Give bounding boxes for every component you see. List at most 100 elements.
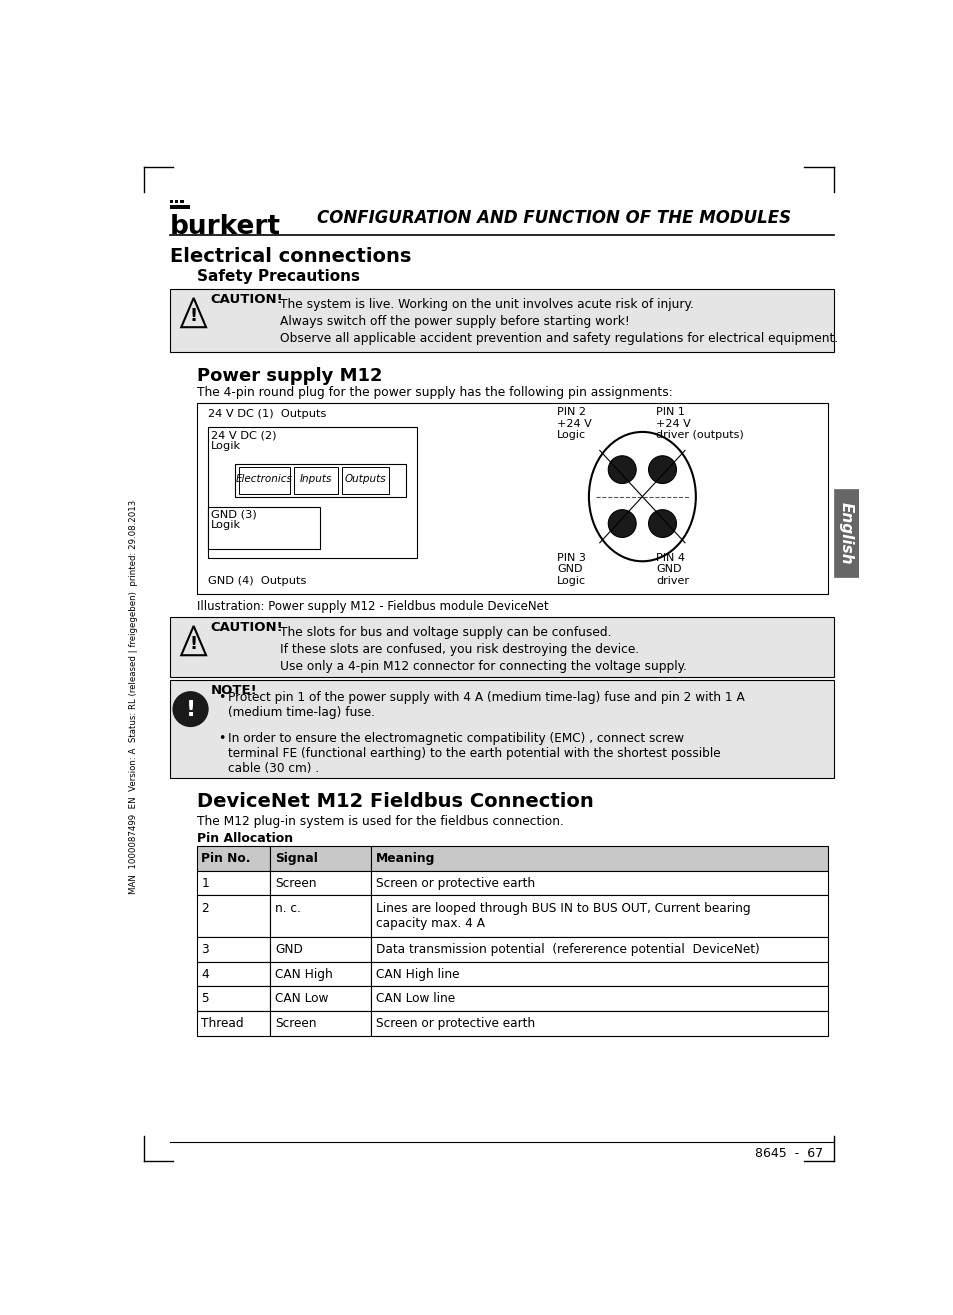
Circle shape (648, 456, 676, 484)
Text: GND (4)  Outputs: GND (4) Outputs (208, 576, 306, 586)
Bar (174, 200, 178, 204)
Text: English: English (838, 502, 853, 564)
Text: 3: 3 (201, 943, 209, 956)
Bar (196, 871, 270, 896)
Text: Lines are looped through BUS IN to BUS OUT, Current bearing
capacity max. 4 A: Lines are looped through BUS IN to BUS O… (375, 902, 750, 930)
Text: 4: 4 (201, 968, 209, 981)
Bar (170, 289, 833, 352)
Text: GND (3): GND (3) (211, 510, 256, 519)
Text: 24 V DC (1)  Outputs: 24 V DC (1) Outputs (208, 409, 326, 418)
Bar (342, 467, 389, 493)
Text: In order to ensure the electromagnetic compatibility (EMC) , connect screw
termi: In order to ensure the electromagnetic c… (228, 732, 720, 776)
Bar (371, 871, 827, 896)
Bar (270, 871, 371, 896)
Bar (371, 896, 827, 938)
Text: Always switch off the power supply before starting work!: Always switch off the power supply befor… (280, 314, 630, 327)
Text: 1: 1 (201, 877, 209, 890)
Text: Electronics: Electronics (235, 475, 293, 484)
Text: 8645  -  67: 8645 - 67 (754, 1147, 822, 1160)
Text: NOTE!: NOTE! (211, 685, 257, 697)
Circle shape (608, 456, 636, 484)
Bar (208, 506, 319, 548)
Bar (208, 427, 416, 558)
Text: The slots for bus and voltage supply can be confused.: The slots for bus and voltage supply can… (280, 626, 611, 639)
Bar (196, 402, 827, 593)
Bar (371, 846, 827, 871)
Text: CAUTION!: CAUTION! (211, 293, 283, 306)
Text: The 4-pin round plug for the power supply has the following pin assignments:: The 4-pin round plug for the power suppl… (196, 385, 672, 398)
Bar (170, 200, 172, 204)
Bar (270, 1011, 371, 1036)
Bar (238, 467, 290, 493)
Text: Protect pin 1 of the power supply with 4 A (medium time-lag) fuse and pin 2 with: Protect pin 1 of the power supply with 4… (228, 690, 743, 718)
Text: Outputs: Outputs (345, 475, 386, 484)
Text: Thread: Thread (201, 1016, 244, 1030)
Text: •: • (218, 690, 226, 704)
Text: n. c.: n. c. (274, 902, 300, 915)
Ellipse shape (588, 431, 695, 562)
Bar (170, 205, 190, 209)
Text: Logik: Logik (211, 521, 240, 530)
Bar (270, 846, 371, 871)
Bar (371, 1011, 827, 1036)
Bar (170, 680, 833, 778)
Bar (270, 961, 371, 986)
Text: Pin Allocation: Pin Allocation (196, 832, 293, 846)
Bar (371, 938, 827, 961)
Text: CAN High line: CAN High line (375, 968, 458, 981)
Text: MAN  1000087499  EN  Version: A  Status: RL (released | freigegeben)  printed: 2: MAN 1000087499 EN Version: A Status: RL … (129, 500, 137, 894)
Bar (833, 489, 858, 577)
Text: burkert: burkert (170, 214, 280, 241)
Text: CAN Low: CAN Low (274, 993, 328, 1006)
Text: Meaning: Meaning (375, 852, 435, 865)
Bar (270, 986, 371, 1011)
Text: CONFIGURATION AND FUNCTION OF THE MODULES: CONFIGURATION AND FUNCTION OF THE MODULE… (316, 209, 790, 226)
Text: PIN 3
GND
Logic: PIN 3 GND Logic (557, 552, 586, 586)
Bar (270, 938, 371, 961)
Text: Electrical connections: Electrical connections (170, 247, 411, 266)
Text: Use only a 4-pin M12 connector for connecting the voltage supply.: Use only a 4-pin M12 connector for conne… (280, 660, 687, 673)
Text: PIN 1
+24 V
driver (outputs): PIN 1 +24 V driver (outputs) (656, 408, 743, 441)
Text: The system is live. Working on the unit involves acute risk of injury.: The system is live. Working on the unit … (280, 299, 694, 310)
Text: PIN 4
GND
driver: PIN 4 GND driver (656, 552, 689, 586)
Bar (270, 896, 371, 938)
Circle shape (648, 510, 676, 538)
Bar (294, 467, 337, 493)
Text: •: • (218, 732, 226, 746)
Text: !: ! (185, 700, 195, 719)
Text: CAUTION!: CAUTION! (211, 622, 283, 634)
Text: Data transmission potential  (refererence potential  DeviceNet): Data transmission potential (refererence… (375, 943, 759, 956)
Bar (371, 986, 827, 1011)
Text: Observe all applicable accident prevention and safety regulations for electrical: Observe all applicable accident preventi… (280, 331, 838, 345)
Text: Signal: Signal (274, 852, 317, 865)
Text: 24 V DC (2): 24 V DC (2) (211, 430, 276, 441)
Text: Safety Precautions: Safety Precautions (196, 268, 359, 284)
Bar (196, 846, 270, 871)
Text: Screen: Screen (274, 877, 316, 890)
Text: GND: GND (274, 943, 303, 956)
Bar (180, 200, 183, 204)
Text: The M12 plug-in system is used for the fieldbus connection.: The M12 plug-in system is used for the f… (196, 815, 563, 828)
Text: Illustration: Power supply M12 - Fieldbus module DeviceNet: Illustration: Power supply M12 - Fieldbu… (196, 600, 548, 613)
Text: Pin No.: Pin No. (201, 852, 251, 865)
Text: Screen or protective earth: Screen or protective earth (375, 1016, 535, 1030)
Bar (196, 961, 270, 986)
Text: !: ! (190, 635, 197, 654)
Bar (196, 986, 270, 1011)
Bar (371, 961, 827, 986)
Text: PIN 2
+24 V
Logic: PIN 2 +24 V Logic (557, 408, 591, 441)
Text: CAN Low line: CAN Low line (375, 993, 455, 1006)
Text: Screen: Screen (274, 1016, 316, 1030)
Bar (170, 617, 833, 677)
Bar (196, 1011, 270, 1036)
Text: If these slots are confused, you risk destroying the device.: If these slots are confused, you risk de… (280, 643, 639, 656)
Bar (196, 938, 270, 961)
Text: 2: 2 (201, 902, 209, 915)
Text: !: ! (190, 308, 197, 325)
Text: 5: 5 (201, 993, 209, 1006)
Text: CAN High: CAN High (274, 968, 333, 981)
Text: DeviceNet M12 Fieldbus Connection: DeviceNet M12 Fieldbus Connection (196, 792, 593, 811)
Text: Screen or protective earth: Screen or protective earth (375, 877, 535, 890)
Text: Power supply M12: Power supply M12 (196, 367, 382, 385)
Circle shape (608, 510, 636, 538)
